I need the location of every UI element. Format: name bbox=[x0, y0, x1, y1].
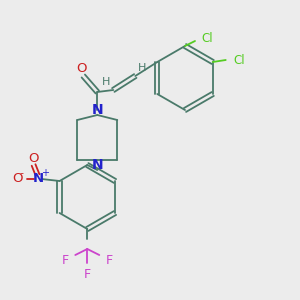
Text: O: O bbox=[28, 152, 39, 164]
Text: O: O bbox=[12, 172, 23, 185]
Text: F: F bbox=[62, 254, 69, 268]
Text: Cl: Cl bbox=[201, 32, 213, 44]
Text: N: N bbox=[33, 172, 44, 184]
Text: Cl: Cl bbox=[233, 53, 244, 67]
Text: H: H bbox=[102, 77, 110, 87]
Text: -: - bbox=[20, 168, 24, 178]
Text: F: F bbox=[106, 254, 113, 268]
Text: H: H bbox=[138, 63, 146, 73]
Text: +: + bbox=[40, 168, 49, 178]
Text: N: N bbox=[92, 103, 103, 117]
Text: O: O bbox=[76, 61, 86, 74]
Text: N: N bbox=[92, 158, 103, 172]
Text: F: F bbox=[84, 268, 91, 281]
